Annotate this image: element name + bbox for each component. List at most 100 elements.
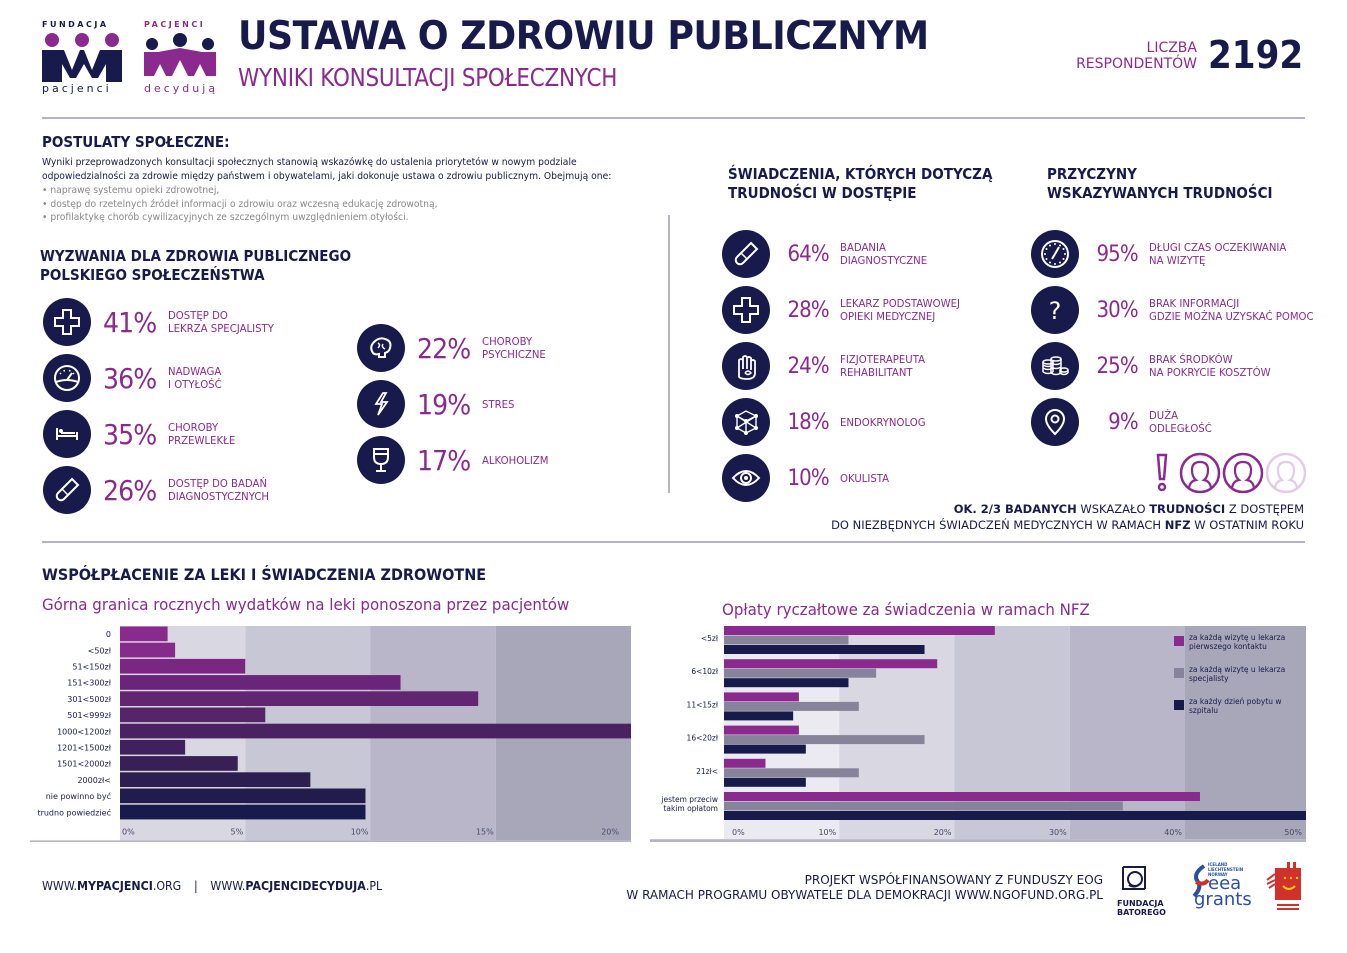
caption-text: Z DOSTĘPEM — [1225, 502, 1304, 516]
legend-swatch — [1174, 668, 1184, 678]
x-tick-label: 20% — [601, 827, 619, 836]
logo1-bottom-text: pacjenci — [42, 82, 112, 95]
logo-fundacja-batorego[interactable]: FUNDACJA BATOREGO — [1117, 865, 1166, 917]
stat-percentage: 10% — [787, 465, 829, 491]
bar — [724, 692, 799, 702]
category-label: <50zł — [88, 646, 112, 655]
stat-item: 9% DUŻA ODLEGŁOŚĆ — [1031, 398, 1217, 446]
x-tick-label: 40% — [1164, 828, 1182, 837]
stat-label: STRES — [482, 398, 514, 411]
stat-label: LEKARZ PODSTAWOWEJ OPIEKI MEDYCZNEJ — [840, 297, 960, 323]
legend-label: specjalisty — [1189, 674, 1229, 683]
x-tick-label: 10% — [351, 827, 369, 836]
people-logo-icon — [144, 33, 216, 76]
stat-item: 36% NADWAGA I OTYŁOŚĆ — [43, 354, 227, 402]
bar — [724, 758, 766, 768]
x-tick-label: 50% — [1284, 828, 1302, 837]
stat-label-line2: PRZEWLEKŁE — [168, 434, 236, 447]
legend-swatch — [1174, 636, 1184, 646]
category-label: <5zł — [701, 634, 719, 643]
logo-pacjenci-decyduja[interactable]: PACJENCI decydują — [142, 20, 222, 100]
funding-line2[interactable]: W RAMACH PROGRAMU OBYWATELE DLA DEMOKRAC… — [626, 888, 1103, 902]
stat-label: BRAK ŚRODKÓW NA POKRYCIE KOSZTÓW — [1149, 353, 1271, 379]
person-icon-faded — [1265, 452, 1307, 494]
x-tick-label: 15% — [476, 827, 494, 836]
bar — [724, 701, 859, 711]
stat-label-line1: DOSTĘP DO — [168, 309, 229, 322]
bar — [724, 777, 806, 787]
stat-label: NADWAGA I OTYŁOŚĆ — [168, 365, 222, 391]
category-label: 51<150zł — [72, 663, 111, 672]
category-label: 2000zł< — [77, 776, 111, 785]
logo-polsko-amerykanska[interactable] — [1265, 862, 1305, 912]
legend-label: za każdą wizytę u lekarza — [1189, 665, 1285, 674]
axis-baseline — [650, 839, 1306, 842]
stat-label-line2: GDZIE MOŻNA UZYSKAĆ POMOC — [1149, 310, 1314, 323]
stat-item: 18% ENDOKRYNOLOG — [722, 398, 933, 446]
link-pacjencidecyduja[interactable]: WWW.PACJENCIDECYDUJA.PL — [210, 879, 383, 893]
stat-label-line2: REHABILITANT — [840, 366, 913, 379]
legend-label: szpitalu — [1189, 706, 1218, 715]
flat-fees-chart: <5zł 6<10zł 11<15zł 16<20zł 21zł< jestem prze… — [650, 626, 1306, 842]
bar — [120, 739, 186, 755]
axis-baseline — [30, 840, 631, 842]
x-tick-label: 0% — [122, 827, 135, 836]
stat-item: 25% BRAK ŚRODKÓW NA POKRYCIE KOSZTÓW — [1031, 342, 1281, 390]
stat-label-line2: NA POKRYCIE KOSZTÓW — [1149, 366, 1271, 379]
page-title: USTAWA O ZDROWIU PUBLICZNYM — [238, 14, 929, 59]
x-tick-label: 20% — [934, 828, 952, 837]
postulates-text-line2: odpowiedzialności za zdrowie między pańs… — [42, 171, 612, 182]
postulates-text-line1: Wyniki przeprowadzonych konsultacji społ… — [42, 157, 577, 168]
stat-percentage: 17% — [417, 443, 471, 477]
bar — [120, 691, 479, 706]
stat-label: CHOROBY PSYCHICZNE — [482, 335, 546, 361]
stat-label-line1: BRAK INFORMACJI — [1149, 297, 1240, 310]
bar — [724, 725, 799, 735]
stat-label-line1: ALKOHOLIZM — [482, 453, 549, 467]
person-icon — [1222, 452, 1264, 494]
stat-label-line2: I OTYŁOŚĆ — [168, 378, 222, 391]
bar — [724, 768, 859, 778]
category-label: jestem przeciw — [660, 795, 718, 804]
logo-eea-grants[interactable]: ICELAND LIECHTENSTEIN NORWAY eea grants — [1190, 862, 1252, 914]
category-label: 1201<1500zł — [57, 744, 112, 753]
stat-item: 17% ALKOHOLIZM — [357, 436, 555, 484]
legend-swatch — [1174, 700, 1184, 710]
bar — [724, 635, 849, 645]
batory-logo-icon — [1122, 866, 1146, 890]
logo-fundacja-my-pacjenci[interactable]: FUNDACJA pacjenci — [40, 20, 126, 100]
stat-label-line1: BADANIA — [840, 241, 886, 254]
challenges-title-line2: POLSKIEGO SPOŁECZEŃSTWA — [40, 266, 265, 284]
stat-percentage: 36% — [103, 361, 157, 395]
caption-bold: NFZ — [1164, 518, 1191, 532]
location-pin-icon — [1031, 398, 1079, 446]
bar — [724, 801, 1123, 811]
stat-label-line2: ODLEGŁOŚĆ — [1149, 422, 1212, 435]
link-mypacjenci[interactable]: WWW.MYPACJENCI.ORG — [42, 879, 182, 893]
stat-label-line2: DIAGNOSTYCZNYCH — [168, 490, 270, 503]
brain-icon — [357, 324, 405, 372]
bed-icon — [43, 410, 91, 458]
two-thirds-indicator — [1152, 452, 1312, 494]
header-divider — [42, 117, 1305, 119]
stat-percentage: 24% — [787, 353, 829, 379]
grid-band — [1184, 626, 1306, 840]
stat-item: 19% STRES — [357, 380, 518, 428]
stat-percentage: 41% — [103, 305, 157, 339]
bar — [120, 804, 366, 820]
batory-logo-text: FUNDACJA BATOREGO — [1117, 899, 1166, 917]
bar — [724, 678, 849, 688]
stat-label-line1: DUŻA — [1149, 409, 1179, 422]
legend-label: pierwszego kontaktu — [1189, 642, 1267, 651]
stat-percentage: 30% — [1096, 297, 1138, 323]
stat-label-line1: CHOROBY — [482, 335, 533, 348]
clock-icon — [1031, 230, 1079, 278]
bar — [120, 723, 631, 739]
stat-label-line2: OPIEKI MEDYCZNEJ — [840, 310, 936, 323]
stat-label: DOSTĘP DO LEKRZA SPECJALISTY — [168, 309, 274, 335]
caption-bold: TRUDNOŚCI — [1149, 502, 1226, 516]
respondents-count: 2192 — [1208, 33, 1304, 77]
category-label: 11<15zł — [687, 700, 719, 709]
logo1-top-text: FUNDACJA — [42, 20, 109, 29]
footer-separator: | — [193, 879, 198, 893]
